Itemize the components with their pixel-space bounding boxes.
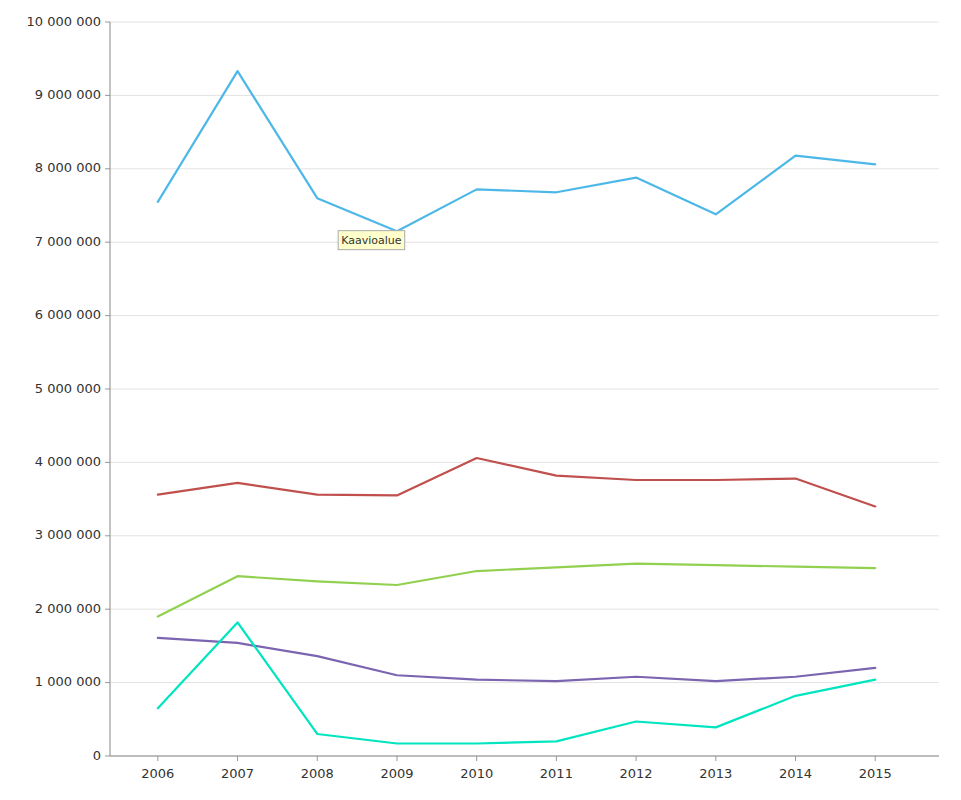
tick-label: 2007 [221,766,254,781]
x-axis: 2006 2007 2008 2009 2010 2011 2012 2013 2014 2015 [141,756,891,781]
tick-label: 7 000 000 [35,234,101,249]
tick-label: 2012 [620,766,653,781]
grid-line [110,22,939,23]
tick-label: 2014 [779,766,812,781]
y-axis: 0 1 000 000 2 000 000 3 000 000 4 000 000 5 0… [27,14,110,763]
tick-mark [105,609,110,610]
tick-label: 0 [93,748,101,763]
tick-mark [105,95,110,96]
tick-mark [105,756,110,757]
tick-label: 2013 [699,766,732,781]
grid-line [110,756,939,757]
background [0,0,961,800]
tick-label: 3 000 000 [35,527,101,542]
tick-mark [795,756,796,761]
y-grid [110,22,939,756]
grid-line [110,682,939,683]
tick-label: 8 000 000 [35,160,101,175]
tick-mark [875,756,876,761]
tick-label: 6 000 000 [35,307,101,322]
annotation: Kaavioalue [338,231,405,250]
tick-label: 5 000 000 [35,381,101,396]
series-line [158,638,875,681]
tick-mark [105,22,110,23]
tick-mark [105,535,110,536]
tick-mark [105,168,110,169]
tick-label: 2 000 000 [35,601,101,616]
tick-mark [476,756,477,761]
tick-mark [317,756,318,761]
tick-mark [237,756,238,761]
tick-mark [715,756,716,761]
series-line [158,71,875,231]
x-axis-line [110,756,939,757]
annotation-box [338,231,405,250]
tick-mark [105,315,110,316]
tick-mark [105,389,110,390]
series-line [158,458,875,506]
grid-line [110,315,939,316]
series-group [158,71,875,743]
grid-line [110,389,939,390]
grid-line [110,535,939,536]
tick-label: 2010 [460,766,493,781]
tick-mark [105,242,110,243]
tick-label: 9 000 000 [35,87,101,102]
tick-mark [556,756,557,761]
tick-mark [157,756,158,761]
tick-label: 10 000 000 [27,14,101,29]
annotation-text: Kaavioalue [341,234,402,247]
grid-line [110,462,939,463]
grid-line [110,95,939,96]
y-axis-line [110,22,111,756]
tick-mark [396,756,397,761]
grid-line [110,242,939,243]
tick-label: 2009 [380,766,413,781]
tick-mark [105,462,110,463]
tick-label: 1 000 000 [35,674,101,689]
grid-line [110,168,939,169]
series-line [158,622,875,743]
tick-label: 2011 [540,766,573,781]
tick-mark [105,682,110,683]
tick-label: 2015 [859,766,892,781]
chart: 0 1 000 000 2 000 000 3 000 000 4 000 000 5 0… [0,0,961,800]
tick-label: 2006 [141,766,174,781]
annotations: Kaavioalue [338,231,405,250]
tick-mark [636,756,637,761]
tick-label: 4 000 000 [35,454,101,469]
tick-label: 2008 [301,766,334,781]
series-line [158,564,875,617]
grid-line [110,609,939,610]
